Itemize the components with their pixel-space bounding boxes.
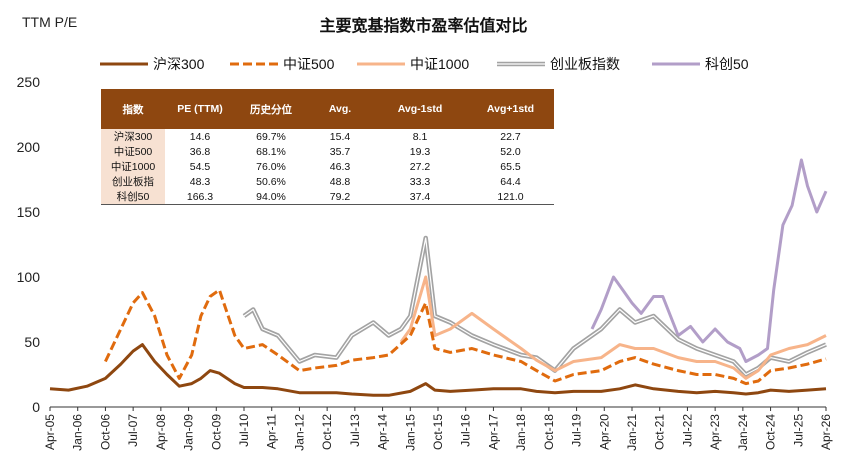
cell-pe: 36.8 [165, 144, 235, 159]
y-tick-label: 150 [17, 204, 41, 220]
y-tick-label: 50 [24, 334, 40, 350]
x-tick-label: Oct-15 [431, 414, 445, 450]
cell-percentile: 94.0% [235, 189, 307, 205]
legend-label: 沪深300 [153, 56, 205, 72]
chart-title: 主要宽基指数市盈率估值对比 [319, 18, 528, 35]
legend-label: 创业板指数 [550, 56, 620, 72]
cell-percentile: 76.0% [235, 159, 307, 174]
header-avg-plus: Avg+1std [467, 89, 554, 129]
x-tick-label: Apr-11 [265, 414, 279, 449]
cell-pe: 14.6 [165, 129, 235, 144]
x-tick-label: Jul-07 [126, 414, 140, 447]
x-tick-label: Jul-19 [570, 414, 584, 447]
x-tick-label: Oct-18 [542, 414, 556, 450]
y-tick-label: 250 [17, 74, 41, 90]
cell-percentile: 68.1% [235, 144, 307, 159]
series-line-4 [590, 158, 828, 363]
x-tick-label: Oct-21 [653, 414, 667, 450]
cell-avg: 48.8 [307, 174, 373, 189]
cell-avg-plus: 22.7 [467, 129, 554, 144]
cell-avg-minus: 19.3 [373, 144, 467, 159]
cell-avg: 35.7 [307, 144, 373, 159]
table-row: 中证500 36.8 68.1% 35.7 19.3 52.0 [101, 144, 554, 159]
x-tick-label: Apr-20 [597, 414, 611, 450]
cell-index: 科创50 [101, 189, 165, 205]
x-tick-label: Apr-14 [376, 414, 390, 450]
valuation-table: 指数 PE (TTM) 历史分位 Avg. Avg-1std Avg+1std … [101, 89, 554, 205]
x-tick-label: Jan-21 [625, 414, 639, 451]
cell-avg-plus: 65.5 [467, 159, 554, 174]
table-row: 中证1000 54.5 76.0% 46.3 27.2 65.5 [101, 159, 554, 174]
cell-avg-minus: 8.1 [373, 129, 467, 144]
series-line-3-inner [243, 237, 827, 376]
table-row: 创业板指 48.3 50.6% 48.8 33.3 64.4 [101, 174, 554, 189]
x-tick-label: Jan-15 [403, 414, 417, 451]
y-axis-label: TTM P/E [22, 14, 78, 30]
cell-pe: 54.5 [165, 159, 235, 174]
cell-avg: 79.2 [307, 189, 373, 205]
x-tick-label: Apr-05 [43, 414, 57, 450]
cell-avg-minus: 37.4 [373, 189, 467, 205]
legend-label: 中证1000 [410, 56, 469, 72]
x-tick-label: Jan-12 [292, 414, 306, 451]
header-avg-minus: Avg-1std [373, 89, 467, 129]
x-tick-label: Jul-16 [459, 414, 473, 447]
series-line-0 [49, 343, 827, 397]
cell-avg-plus: 121.0 [467, 189, 554, 205]
y-tick-label: 0 [32, 399, 40, 415]
cell-index: 创业板指 [101, 174, 165, 189]
x-tick-label: Oct-06 [98, 414, 112, 450]
table-row: 科创50 166.3 94.0% 79.2 37.4 121.0 [101, 189, 554, 205]
legend-label: 科创50 [705, 56, 749, 72]
cell-pe: 166.3 [165, 189, 235, 205]
header-avg: Avg. [307, 89, 373, 129]
table-header-row: 指数 PE (TTM) 历史分位 Avg. Avg-1std Avg+1std [101, 89, 554, 129]
series-line-3 [242, 235, 827, 377]
cell-pe: 48.3 [165, 174, 235, 189]
x-tick-label: Apr-23 [708, 414, 722, 450]
series-line-1 [104, 288, 827, 386]
cell-percentile: 50.6% [235, 174, 307, 189]
table-row: 沪深300 14.6 69.7% 15.4 8.1 22.7 [101, 129, 554, 144]
cell-index: 中证1000 [101, 159, 165, 174]
x-tick-label: Jan-18 [514, 414, 528, 451]
x-tick-label: Apr-17 [486, 414, 500, 450]
x-tick-label: Jan-09 [182, 414, 196, 451]
cell-avg-minus: 27.2 [373, 159, 467, 174]
cell-avg-plus: 64.4 [467, 174, 554, 189]
x-tick-label: Apr-08 [154, 414, 168, 450]
x-tick-label: Apr-26 [819, 414, 833, 450]
cell-index: 沪深300 [101, 129, 165, 144]
x-tick-label: Jan-06 [71, 414, 85, 451]
x-tick-label: Oct-24 [764, 414, 778, 450]
y-tick-label: 100 [17, 269, 41, 285]
y-tick-label: 200 [17, 139, 41, 155]
x-tick-label: Jul-10 [237, 414, 251, 447]
x-tick-label: Jul-22 [680, 414, 694, 447]
cell-avg: 46.3 [307, 159, 373, 174]
x-tick-label: Oct-09 [209, 414, 223, 450]
x-tick-label: Jul-25 [791, 414, 805, 447]
cell-avg-plus: 52.0 [467, 144, 554, 159]
series-line-2 [399, 275, 827, 380]
x-tick-label: Oct-12 [320, 414, 334, 450]
cell-percentile: 69.7% [235, 129, 307, 144]
header-percentile: 历史分位 [235, 89, 307, 129]
header-index: 指数 [101, 89, 165, 129]
x-tick-label: Jul-13 [348, 414, 362, 447]
x-tick-label: Jan-24 [736, 414, 750, 451]
legend-label: 中证500 [283, 56, 335, 72]
cell-avg: 15.4 [307, 129, 373, 144]
cell-avg-minus: 33.3 [373, 174, 467, 189]
cell-index: 中证500 [101, 144, 165, 159]
header-pe: PE (TTM) [165, 89, 235, 129]
